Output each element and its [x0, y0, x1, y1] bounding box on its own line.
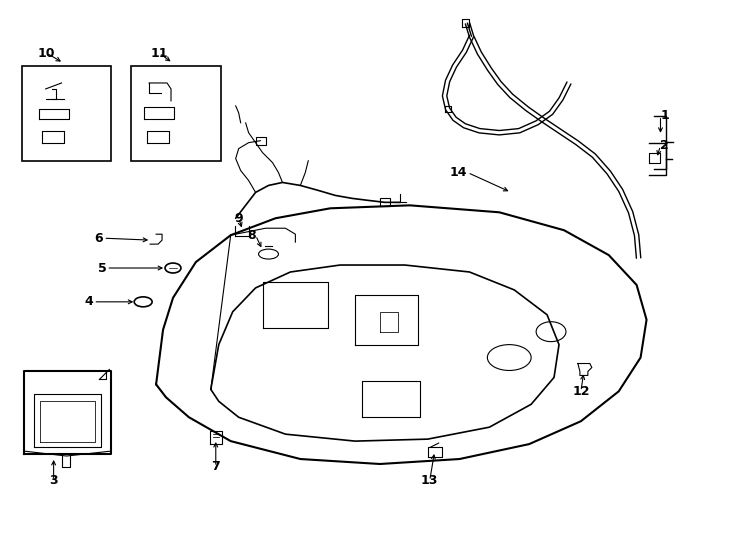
Text: 14: 14 [450, 166, 468, 179]
Text: 4: 4 [84, 295, 93, 308]
Bar [380, 198, 390, 206]
Text: 9: 9 [234, 212, 243, 225]
Bar [255, 137, 266, 145]
Text: 11: 11 [150, 46, 168, 59]
Text: 2: 2 [661, 139, 669, 152]
Text: 13: 13 [421, 475, 438, 488]
Bar [22, 66, 112, 160]
Text: 1: 1 [661, 109, 669, 122]
Text: 5: 5 [98, 261, 106, 274]
Text: 10: 10 [38, 46, 55, 59]
Bar [131, 66, 221, 160]
Text: 7: 7 [211, 461, 220, 474]
Text: 8: 8 [247, 228, 255, 242]
Text: 3: 3 [49, 475, 58, 488]
Text: 12: 12 [572, 385, 589, 398]
Text: 6: 6 [95, 232, 103, 245]
